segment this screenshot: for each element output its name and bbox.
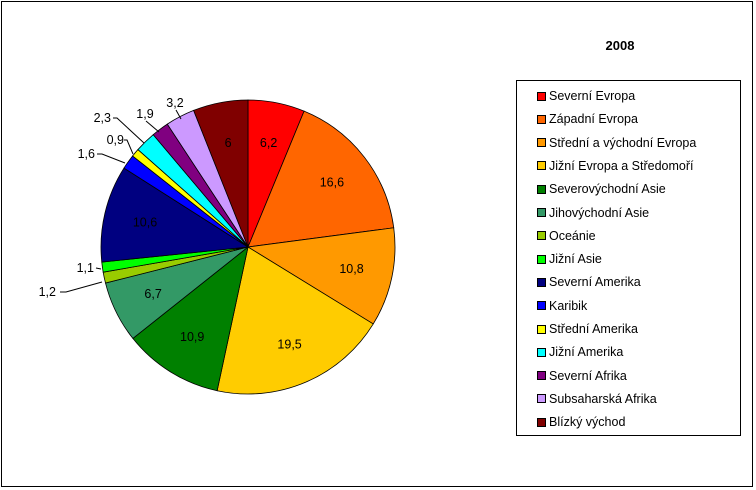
legend-label: Jižní Asie	[549, 252, 602, 267]
legend-label: Blízký východ	[549, 415, 626, 430]
legend-item: Severní Amerika	[537, 273, 641, 291]
data-label: 1,6	[78, 147, 95, 161]
legend-item: Severní Evropa	[537, 87, 635, 105]
data-label: 2,3	[94, 111, 111, 125]
pie-slice	[100, 167, 250, 263]
legend-item: Jižní Amerika	[537, 343, 623, 361]
data-label: 6	[225, 136, 232, 150]
data-label: 6,7	[144, 287, 161, 301]
chart-title: 2008	[605, 38, 635, 53]
legend-item: Severovýchodní Asie	[537, 180, 666, 198]
legend-swatch	[537, 394, 546, 404]
legend-swatch	[537, 208, 546, 217]
data-label: 1,9	[136, 107, 153, 121]
legend-item: Subsaharská Afrika	[537, 390, 657, 408]
legend-label: Severní Afrika	[549, 368, 627, 383]
data-label: 16,6	[320, 176, 344, 190]
legend-label: Severní Evropa	[549, 89, 636, 103]
data-label: 10,9	[180, 330, 204, 344]
legend-label: Západní Evropa	[549, 112, 638, 127]
legend-label: Severovýchodní Asie	[549, 182, 666, 197]
leader-line	[113, 117, 145, 144]
legend-label: Severní Amerika	[549, 275, 641, 290]
legend-swatch	[537, 301, 546, 311]
pie-slice	[193, 99, 249, 248]
legend-item: Oceánie	[537, 227, 596, 245]
data-label: 0,9	[107, 133, 124, 147]
legend-label: Střední Amerika	[549, 322, 638, 336]
legend-swatch	[537, 371, 546, 381]
legend-swatch	[537, 184, 546, 194]
leader-line	[97, 153, 126, 164]
data-label: 1,2	[39, 285, 56, 299]
legend-label: Jižní Evropa a Středomoří	[549, 158, 694, 173]
data-label: 10,6	[133, 216, 157, 230]
legend-item: Střední Amerika	[537, 320, 638, 338]
leader-line	[60, 281, 103, 293]
leader-line	[145, 120, 160, 133]
legend-item: Blízký východ	[537, 413, 625, 431]
legend-swatch	[537, 254, 546, 264]
legend: Severní Evropa Západní Evropa Střední a vý…	[516, 80, 741, 436]
pie-slice	[216, 246, 374, 395]
legend-swatch	[537, 231, 546, 241]
pie-slice	[246, 227, 396, 325]
data-label: 3,2	[166, 96, 183, 110]
leader-line	[124, 139, 134, 155]
legend-label: Jihovýchodní Asie	[549, 205, 650, 220]
legend-label: Střední a východní Evropa	[549, 135, 697, 150]
pie-slice	[247, 110, 395, 248]
legend-item: Jihovýchodní Asie	[537, 204, 649, 222]
legend-swatch	[537, 91, 546, 101]
legend-item: Střední a východní Evropa	[537, 134, 696, 152]
legend-item: Severní Afrika	[537, 367, 627, 385]
legend-item: Západní Evropa	[537, 110, 638, 128]
legend-label: Jižní Amerika	[549, 345, 624, 360]
legend-item: Karibik	[537, 297, 587, 315]
legend-item: Jižní Asie	[537, 250, 602, 268]
legend-item: Jižní Evropa a Středomoří	[537, 157, 694, 175]
leader-line	[95, 267, 102, 270]
pie-slice	[132, 245, 249, 392]
data-label: 10,8	[339, 262, 363, 276]
legend-swatch	[537, 138, 546, 148]
legend-swatch	[537, 347, 546, 357]
legend-swatch	[537, 114, 546, 124]
legend-label: Subsaharská Afrika	[549, 391, 657, 406]
legend-swatch	[537, 277, 546, 287]
leader-line	[175, 109, 182, 120]
legend-swatch	[537, 324, 546, 334]
legend-label: Karibik	[549, 298, 588, 313]
data-label: 19,5	[277, 337, 301, 351]
legend-swatch	[537, 417, 546, 427]
legend-label: Oceánie	[549, 228, 596, 243]
data-label: 1,1	[77, 261, 94, 275]
legend-swatch	[537, 161, 546, 171]
data-label: 6,2	[260, 136, 277, 150]
